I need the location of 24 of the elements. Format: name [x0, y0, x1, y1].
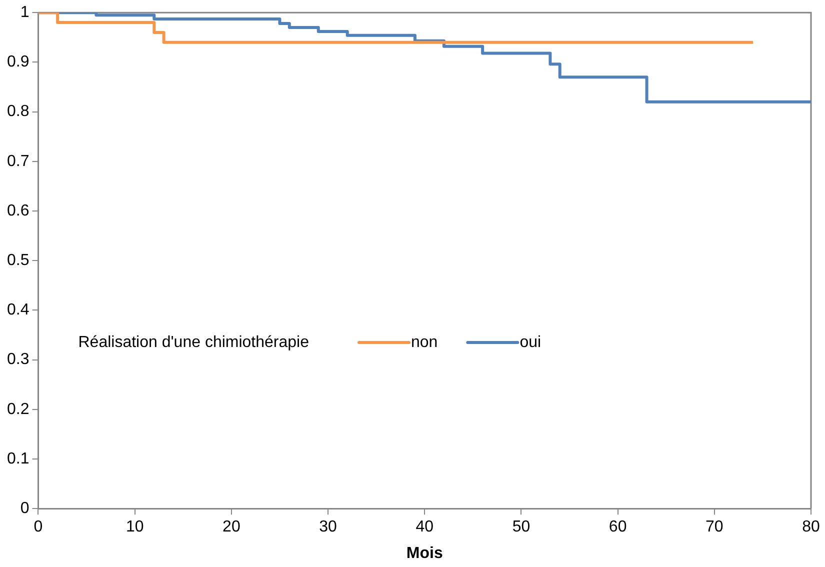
y-tick-label: 0.6 [6, 202, 30, 220]
legend-label: oui [520, 334, 542, 351]
x-tick-label: 10 [126, 518, 144, 536]
y-tick-label: 1 [20, 4, 30, 22]
y-tick-label: 0.9 [6, 54, 30, 71]
y-tick-label: 0.4 [6, 302, 30, 319]
legend-title: Réalisation d'une chimiothérapie [78, 334, 310, 351]
x-tick-label: 0 [34, 518, 43, 536]
x-tick-label: 40 [416, 518, 434, 536]
y-tick-label: 0 [20, 500, 30, 518]
x-axis-title: Mois [406, 544, 443, 562]
y-tick-label: 0.8 [6, 103, 30, 120]
x-tick-label: 30 [319, 518, 338, 536]
x-tick-label: 60 [608, 518, 627, 536]
x-tick-label: 20 [222, 518, 240, 536]
y-tick-label: 0.5 [6, 252, 30, 270]
y-tick-label: 0.3 [6, 351, 30, 368]
x-tick-label: 50 [512, 518, 530, 536]
x-tick-label: 70 [706, 518, 724, 536]
legend-label: non [410, 334, 438, 351]
y-tick-label: 0.7 [6, 152, 30, 170]
x-tick-label: 80 [802, 518, 820, 536]
y-tick-label: 0.1 [6, 450, 30, 468]
y-tick-label: 0.2 [6, 400, 30, 418]
